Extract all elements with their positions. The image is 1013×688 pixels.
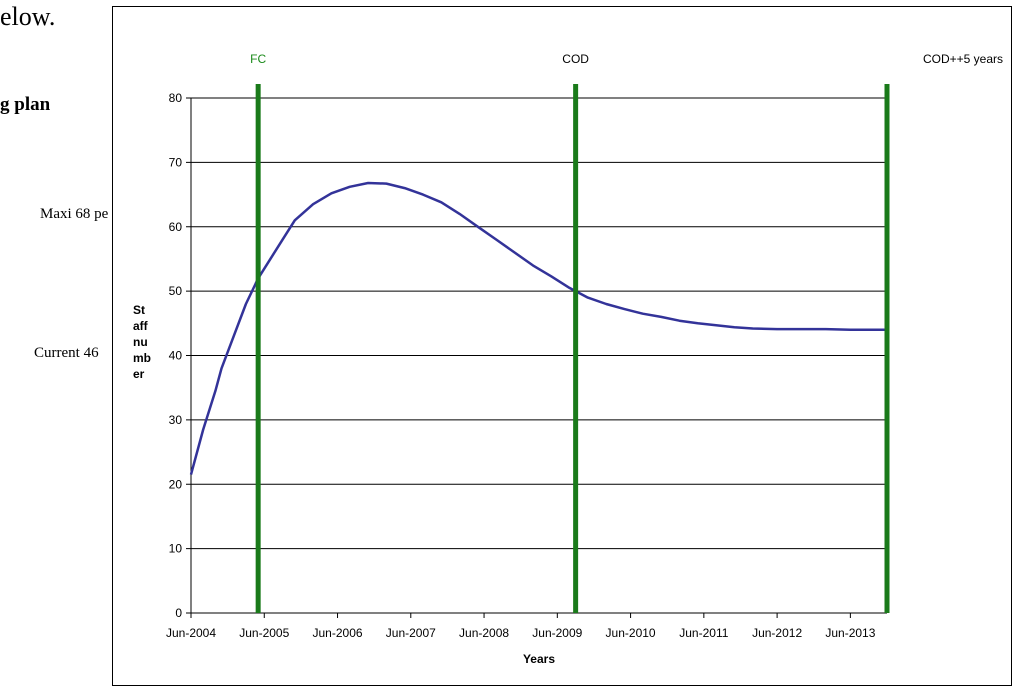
x-tick-label: Jun-2005 (239, 626, 289, 640)
event-label: COD++5 years (923, 52, 1003, 66)
axes: 0 10 20 30 40 50 60 70 80 Jun-2004 Jun-2005 Jun-200… (166, 91, 887, 640)
document-current-label: Current 46 (34, 345, 99, 361)
gridlines (191, 97, 887, 550)
x-tick-label: Jun-2009 (532, 626, 582, 640)
document-heading-fragment: g plan (0, 94, 51, 115)
x-tick-label: Jun-2012 (752, 626, 802, 640)
y-tick-label: 30 (169, 413, 183, 427)
y-tick-label: 10 (169, 542, 183, 556)
y-tick-label: 40 (169, 349, 183, 363)
y-axis-title-line: er (133, 367, 145, 381)
event-label: COD (562, 52, 589, 66)
y-axis-title-line: mb (133, 351, 151, 365)
event-markers: FC COD COD++5 years (250, 52, 1003, 613)
event-label: FC (250, 52, 266, 66)
x-tick-label: Jun-2006 (313, 626, 363, 640)
document-maxi-label: Maxi 68 pe (40, 206, 109, 222)
y-tick-label: 70 (169, 155, 183, 169)
y-axis-title-line: aff (133, 319, 149, 333)
y-tick-label: 60 (169, 220, 183, 234)
x-tick-label: Jun-2013 (825, 626, 875, 640)
series-layer (189, 181, 887, 475)
x-tick-label: Jun-2008 (459, 626, 509, 640)
x-tick-label: Jun-2010 (606, 626, 656, 640)
y-axis-title-line: St (133, 303, 145, 317)
y-axis-title: St aff nu mb er (133, 303, 151, 381)
staff-chart: 0 10 20 30 40 50 60 70 80 Jun-2004 Jun-2005 Jun-200… (112, 6, 1012, 686)
y-tick-label: 0 (175, 606, 182, 620)
x-tick-label: Jun-2011 (679, 626, 728, 640)
y-tick-label: 50 (169, 284, 183, 298)
chart-canvas: 0 10 20 30 40 50 60 70 80 Jun-2004 Jun-2005 Jun-200… (133, 52, 1003, 666)
y-tick-label: 20 (169, 477, 183, 491)
x-tick-label: Jun-2007 (386, 626, 436, 640)
y-axis-title-line: nu (133, 335, 148, 349)
x-tick-label: Jun-2004 (166, 626, 216, 640)
x-axis-title: Years (523, 652, 555, 666)
staff-line (189, 181, 887, 475)
y-tick-label: 80 (169, 91, 183, 105)
document-text-fragment: elow. (0, 2, 56, 31)
